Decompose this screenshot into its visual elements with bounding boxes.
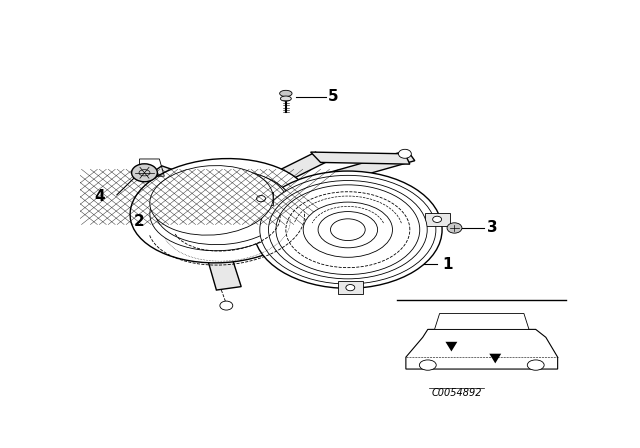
Polygon shape xyxy=(425,213,449,225)
Polygon shape xyxy=(310,152,410,164)
Polygon shape xyxy=(328,151,415,183)
Ellipse shape xyxy=(280,96,291,101)
Text: 3: 3 xyxy=(487,220,497,236)
Text: C0054892: C0054892 xyxy=(431,388,482,398)
Ellipse shape xyxy=(276,185,420,275)
Polygon shape xyxy=(435,314,529,329)
Circle shape xyxy=(447,223,462,233)
Text: 4: 4 xyxy=(94,190,105,204)
Circle shape xyxy=(399,149,412,158)
Circle shape xyxy=(433,216,442,223)
Polygon shape xyxy=(490,354,501,363)
Text: 1: 1 xyxy=(442,257,452,271)
Circle shape xyxy=(346,284,355,291)
Ellipse shape xyxy=(150,166,273,235)
Ellipse shape xyxy=(269,181,428,279)
Polygon shape xyxy=(445,342,458,352)
Ellipse shape xyxy=(150,171,293,251)
Text: 2: 2 xyxy=(134,214,145,228)
Ellipse shape xyxy=(280,90,292,96)
Polygon shape xyxy=(281,152,326,180)
Ellipse shape xyxy=(253,171,442,289)
Ellipse shape xyxy=(318,211,378,248)
Circle shape xyxy=(220,301,233,310)
Circle shape xyxy=(132,164,157,182)
Ellipse shape xyxy=(155,170,288,245)
Text: 5: 5 xyxy=(328,90,339,104)
Polygon shape xyxy=(406,329,557,369)
Polygon shape xyxy=(249,193,273,205)
Ellipse shape xyxy=(330,219,365,241)
Ellipse shape xyxy=(303,202,392,257)
Ellipse shape xyxy=(527,360,544,370)
Ellipse shape xyxy=(419,360,436,370)
Ellipse shape xyxy=(130,159,313,263)
Polygon shape xyxy=(207,255,241,290)
Polygon shape xyxy=(338,281,363,294)
Polygon shape xyxy=(152,166,202,186)
Ellipse shape xyxy=(260,175,436,284)
Circle shape xyxy=(257,195,266,202)
